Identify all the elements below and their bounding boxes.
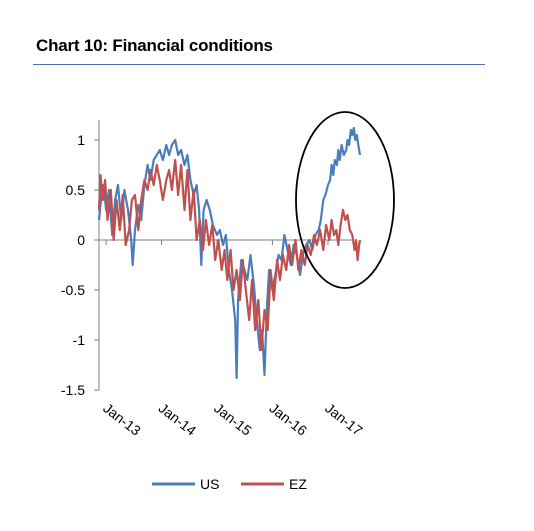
legend: US EZ bbox=[152, 476, 307, 492]
series-lines bbox=[97, 126, 362, 380]
axes: 1 0.5 0 -0.5 -1 -1.5 Jan-13 Jan-14 Jan-15 Jan-16 J… bbox=[61, 120, 366, 439]
legend-label-us: US bbox=[200, 476, 219, 492]
x-tick-label: Jan-14 bbox=[156, 400, 200, 439]
highlight-ellipse bbox=[295, 111, 395, 289]
x-tick-label: Jan-13 bbox=[100, 400, 144, 439]
x-tick-label: Jan-17 bbox=[322, 400, 366, 439]
series-line-ez bbox=[97, 158, 362, 352]
y-tick-label: 1 bbox=[77, 132, 85, 148]
y-tick-label: -1 bbox=[73, 332, 86, 348]
title-underline bbox=[33, 64, 485, 65]
series-line-us bbox=[97, 126, 362, 380]
y-tick-label: -1.5 bbox=[61, 382, 85, 398]
x-tick-label: Jan-16 bbox=[267, 400, 311, 439]
legend-label-ez: EZ bbox=[289, 476, 307, 492]
y-tick-label: -0.5 bbox=[61, 282, 85, 298]
chart-title: Chart 10: Financial conditions bbox=[36, 36, 273, 55]
y-tick-label: 0.5 bbox=[66, 182, 86, 198]
y-tick-label: 0 bbox=[77, 232, 85, 248]
x-tick-label: Jan-15 bbox=[211, 400, 255, 439]
annotation-layer bbox=[295, 111, 395, 289]
